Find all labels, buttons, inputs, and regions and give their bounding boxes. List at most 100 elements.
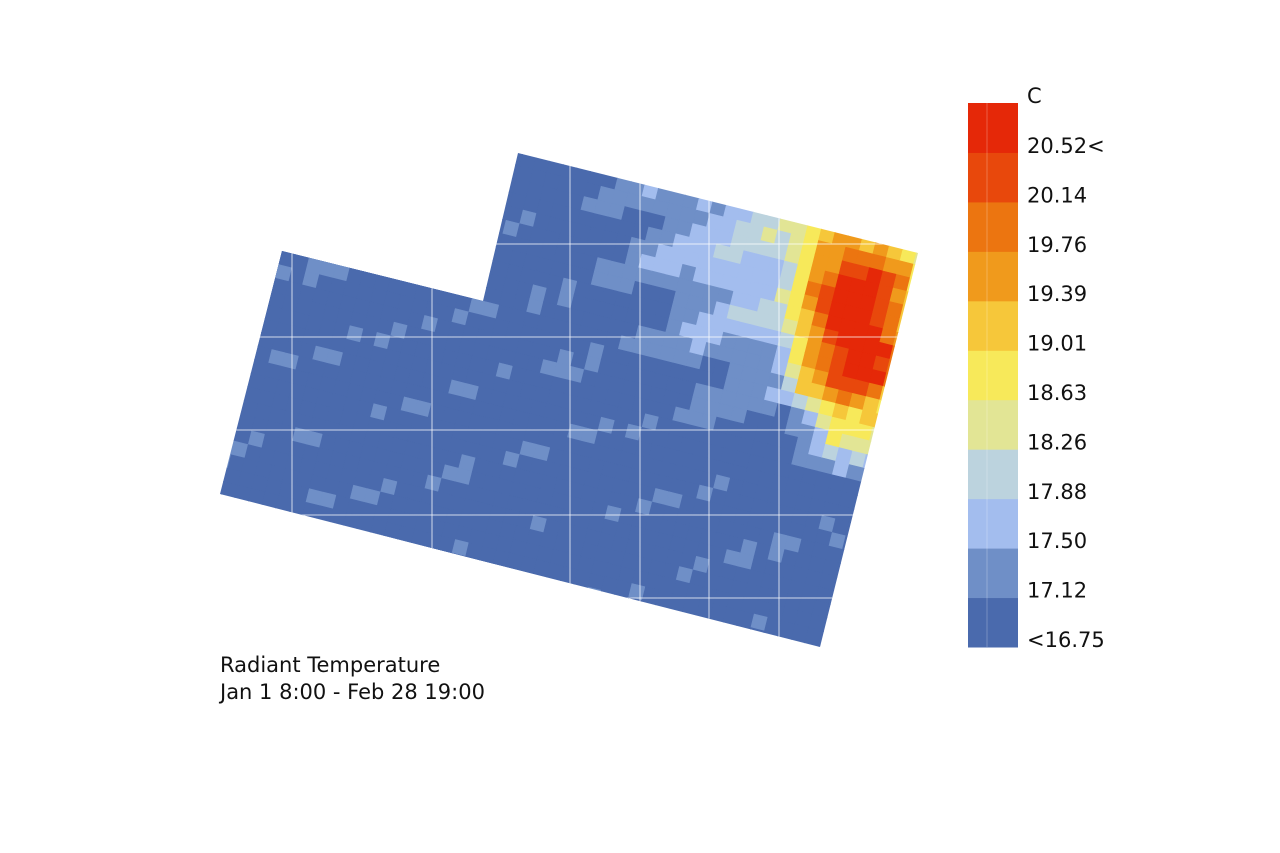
heatmap-cell bbox=[136, 244, 153, 261]
heatmap-cell bbox=[554, 17, 571, 34]
heatmap-cell bbox=[483, 706, 500, 723]
heatmap-cell bbox=[316, 0, 333, 3]
heatmap-cell bbox=[856, 135, 873, 152]
heatmap-cell bbox=[638, 23, 655, 40]
heatmap-cell bbox=[488, 158, 507, 177]
heatmap-cell bbox=[839, 665, 856, 682]
heatmap-cell bbox=[1141, 33, 1158, 50]
heatmap-cell bbox=[900, 16, 917, 33]
heatmap-cell bbox=[598, 129, 615, 146]
heatmap-cell bbox=[686, 6, 703, 23]
heatmap-cell bbox=[911, 784, 928, 801]
heatmap-cell bbox=[377, 30, 394, 47]
heatmap-cell bbox=[285, 512, 303, 530]
heatmap-cell bbox=[160, 149, 177, 166]
heatmap-cell bbox=[972, 655, 989, 672]
heatmap-cell bbox=[809, 787, 826, 804]
heatmap-cell bbox=[486, 692, 503, 709]
heatmap-cell bbox=[584, 644, 602, 647]
legend-tick-label: 19.39 bbox=[1027, 282, 1087, 306]
heatmap-cell bbox=[48, 598, 65, 615]
heatmap-cell bbox=[537, 719, 554, 736]
heatmap-cell bbox=[642, 67, 659, 84]
heatmap-cell bbox=[492, 30, 509, 47]
heatmap-cell bbox=[75, 373, 92, 390]
heatmap-cell bbox=[554, 74, 571, 91]
heatmap-cell bbox=[1107, 227, 1124, 244]
heatmap-cell bbox=[502, 566, 521, 584]
heatmap-cell bbox=[475, 559, 494, 578]
heatmap-cell bbox=[1090, 295, 1107, 312]
heatmap-cell bbox=[282, 7, 299, 24]
heatmap-cell bbox=[220, 362, 225, 381]
heatmap-cell bbox=[831, 576, 850, 594]
heatmap-cell bbox=[652, 662, 669, 679]
heatmap-cell bbox=[264, 593, 283, 612]
heatmap-cell bbox=[768, 84, 785, 101]
heatmap-cell bbox=[245, 98, 262, 115]
heatmap-cell bbox=[550, 30, 567, 47]
heatmap-cell bbox=[822, 733, 839, 750]
heatmap-cell bbox=[466, 658, 483, 675]
heatmap-cell bbox=[523, 716, 540, 733]
heatmap-cell bbox=[187, 502, 204, 519]
heatmap-cell bbox=[78, 360, 95, 377]
heatmap-cell bbox=[1127, 145, 1144, 162]
heatmap-cell bbox=[353, 529, 371, 547]
heatmap-cell bbox=[292, 600, 310, 619]
heatmap-cell bbox=[877, 804, 894, 821]
heatmap-cell bbox=[38, 523, 55, 540]
heatmap-cell bbox=[296, 68, 313, 85]
heatmap-cell bbox=[832, 115, 849, 132]
heatmap-cell bbox=[564, 34, 581, 51]
heatmap-cell bbox=[873, 125, 890, 142]
heatmap-cell bbox=[343, 627, 361, 646]
heatmap-cell bbox=[442, 61, 459, 78]
heatmap-cell bbox=[948, 230, 965, 247]
heatmap-cell bbox=[1138, 105, 1155, 122]
heatmap-cell bbox=[672, 175, 690, 194]
heatmap-cell bbox=[437, 189, 456, 208]
heatmap-cell bbox=[170, 570, 187, 587]
heatmap-cell bbox=[801, 179, 819, 197]
heatmap-cell bbox=[913, 596, 918, 615]
heatmap-cell bbox=[921, 801, 938, 818]
heatmap-cell bbox=[611, 132, 628, 149]
heatmap-cell bbox=[645, 112, 662, 129]
heatmap-cell bbox=[139, 173, 156, 190]
heatmap-cell bbox=[601, 634, 619, 647]
heatmap-cell bbox=[234, 81, 251, 98]
heatmap-cell bbox=[863, 743, 880, 760]
heatmap-cell bbox=[913, 192, 918, 211]
heatmap-cell bbox=[214, 105, 231, 122]
heatmap-cell bbox=[431, 620, 449, 639]
heatmap-cell bbox=[860, 757, 877, 774]
heatmap-cell bbox=[1019, 407, 1036, 424]
heatmap-cell bbox=[187, 560, 204, 577]
heatmap-cell bbox=[133, 200, 150, 217]
heatmap-cell bbox=[312, 634, 331, 647]
heatmap-cell bbox=[393, 192, 412, 211]
heatmap-cell bbox=[893, 504, 911, 523]
heatmap-cell bbox=[903, 348, 918, 367]
heatmap-cell bbox=[794, 206, 813, 224]
heatmap-cell bbox=[792, 797, 809, 814]
heatmap-cell bbox=[1016, 305, 1033, 322]
heatmap-cell bbox=[941, 488, 958, 505]
heatmap-cell bbox=[220, 318, 222, 337]
heatmap-cell bbox=[227, 512, 246, 530]
heatmap-cell bbox=[846, 118, 863, 135]
heatmap-cell bbox=[903, 637, 918, 647]
heatmap-cell bbox=[663, 736, 680, 753]
heatmap-cell bbox=[767, 153, 785, 160]
heatmap-cell bbox=[916, 409, 918, 428]
heatmap-cell bbox=[92, 421, 109, 438]
heatmap-cell bbox=[370, 57, 387, 74]
heatmap-cell bbox=[807, 153, 826, 170]
heatmap-cell bbox=[584, 10, 601, 27]
heatmap-cell bbox=[163, 424, 180, 441]
heatmap-cell bbox=[109, 353, 126, 370]
heatmap-cell bbox=[1070, 261, 1087, 278]
heatmap-cell bbox=[544, 692, 561, 709]
heatmap-cell bbox=[872, 528, 891, 547]
